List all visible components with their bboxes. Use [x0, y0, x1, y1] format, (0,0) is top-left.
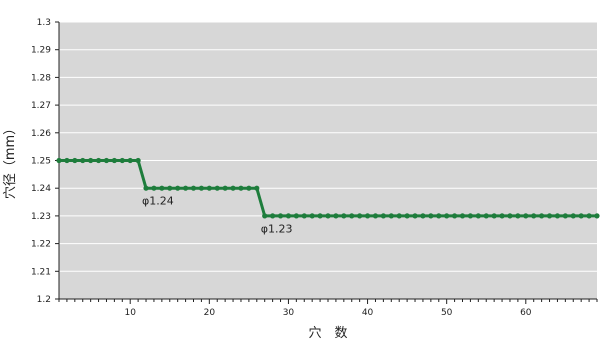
data-point [539, 213, 545, 219]
data-point [151, 185, 157, 191]
data-point [64, 157, 70, 164]
data-point [475, 213, 481, 219]
data-point [72, 157, 78, 164]
data-point [491, 213, 497, 219]
x-tick-label: 40 [362, 308, 374, 318]
data-point [459, 213, 466, 219]
data-point [301, 213, 307, 219]
data-point [56, 157, 62, 164]
data-point [254, 185, 260, 191]
data-point [396, 213, 402, 219]
data-point [586, 213, 592, 219]
x-axis-ticks: 10 20 30 40 50 60 [58, 299, 598, 318]
data-point [349, 213, 355, 219]
x-tick-label: 20 [204, 308, 216, 318]
data-point [214, 185, 220, 191]
y-tick-label: 1.22 [31, 240, 51, 250]
data-point [357, 213, 363, 219]
y-tick-label: 1.2 [37, 295, 51, 305]
y-tick-label: 1.25 [31, 157, 51, 167]
data-point [190, 185, 197, 191]
data-point [175, 185, 181, 191]
data-point [182, 185, 189, 191]
data-point [412, 213, 418, 219]
data-point [206, 185, 212, 191]
data-point [388, 213, 394, 219]
y-tick-label: 1.23 [31, 212, 51, 222]
x-tick-label: 30 [283, 308, 295, 318]
data-point [578, 213, 584, 219]
data-point [198, 185, 205, 191]
data-point [428, 213, 434, 219]
data-point [554, 213, 561, 219]
data-point [562, 213, 568, 219]
annotation-label: φ1.24 [142, 195, 174, 208]
data-point [135, 157, 141, 164]
data-point [341, 213, 347, 219]
data-point [167, 185, 173, 191]
data-point [270, 213, 276, 219]
data-point [317, 213, 323, 219]
data-point [364, 213, 371, 219]
data-point [127, 157, 133, 164]
data-point [467, 213, 474, 219]
data-point [499, 213, 505, 219]
data-point [444, 213, 450, 219]
y-tick-label: 1.28 [31, 73, 51, 83]
x-tick-label: 60 [520, 308, 532, 318]
data-point [277, 213, 284, 219]
data-point [88, 157, 94, 164]
data-point [285, 213, 292, 219]
x-tick-label: 50 [441, 308, 453, 318]
data-point [238, 185, 244, 191]
data-point [594, 213, 600, 219]
data-point [262, 213, 268, 219]
data-point [222, 185, 228, 191]
y-tick-label: 1.26 [31, 129, 51, 139]
x-axis-title: 穴 数 [308, 326, 347, 341]
data-point [451, 213, 458, 219]
data-point [546, 213, 553, 219]
y-tick-label: 1.3 [37, 18, 51, 28]
data-point [515, 213, 521, 219]
data-point [230, 185, 236, 191]
data-point [420, 213, 426, 219]
y-tick-label: 1.27 [31, 101, 51, 111]
data-point [380, 213, 386, 219]
data-point [333, 213, 339, 219]
data-point [95, 157, 102, 164]
data-point [246, 185, 252, 191]
data-point [507, 213, 513, 219]
data-point [325, 213, 331, 219]
data-point [143, 185, 149, 191]
data-point [111, 157, 117, 164]
data-point [523, 213, 529, 219]
y-axis-ticks: 1.2 1.21 1.22 1.23 1.24 1.25 1.26 1.27 1.28 1.29 1… [31, 18, 59, 305]
y-tick-label: 1.24 [31, 184, 51, 194]
data-point [483, 213, 489, 219]
data-point [159, 185, 165, 191]
data-point [404, 213, 410, 219]
data-point [570, 213, 576, 219]
y-tick-label: 1.21 [31, 267, 51, 277]
y-tick-label: 1.29 [31, 46, 51, 56]
data-point [309, 213, 315, 219]
data-point [80, 157, 86, 164]
data-point [293, 213, 299, 219]
series-group [56, 157, 600, 219]
data-point [119, 157, 125, 164]
data-point [372, 213, 379, 219]
annotation-label: φ1.23 [261, 222, 293, 235]
annotations: φ1.24 φ1.23 [142, 195, 292, 236]
data-point [103, 157, 110, 164]
data-point [436, 213, 442, 219]
x-tick-label: 10 [124, 308, 136, 318]
data-point [531, 213, 537, 219]
y-axis-title: 穴径（mm） [3, 122, 18, 199]
